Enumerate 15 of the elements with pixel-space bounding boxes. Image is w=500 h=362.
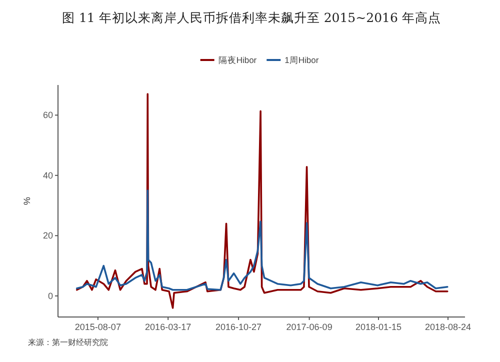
y-tick-label: 0	[48, 290, 53, 301]
y-tick-label: 40	[42, 170, 53, 180]
x-tick-label: 2018-01-15	[355, 322, 402, 332]
y-axis-title: %	[22, 196, 32, 206]
x-tick-label: 2015-08-07	[74, 322, 121, 332]
x-tick-label: 2016-10-27	[216, 322, 262, 332]
legend-label: 1周Hibor	[284, 55, 319, 65]
x-tick-label: 2016-03-17	[145, 322, 192, 332]
x-tick-label: 2018-08-24	[424, 322, 472, 332]
y-tick-label: 60	[42, 110, 53, 120]
chart-title: 图 11 年初以来离岸人民币拆借利率未飙升至 2015~2016 年高点	[62, 10, 441, 25]
y-tick-label: 20	[42, 230, 53, 241]
legend-label: 隔夜Hibor	[218, 55, 257, 65]
x-tick-label: 2017-06-09	[286, 322, 332, 332]
source-note: 来源：第一财经研究院	[28, 338, 108, 347]
